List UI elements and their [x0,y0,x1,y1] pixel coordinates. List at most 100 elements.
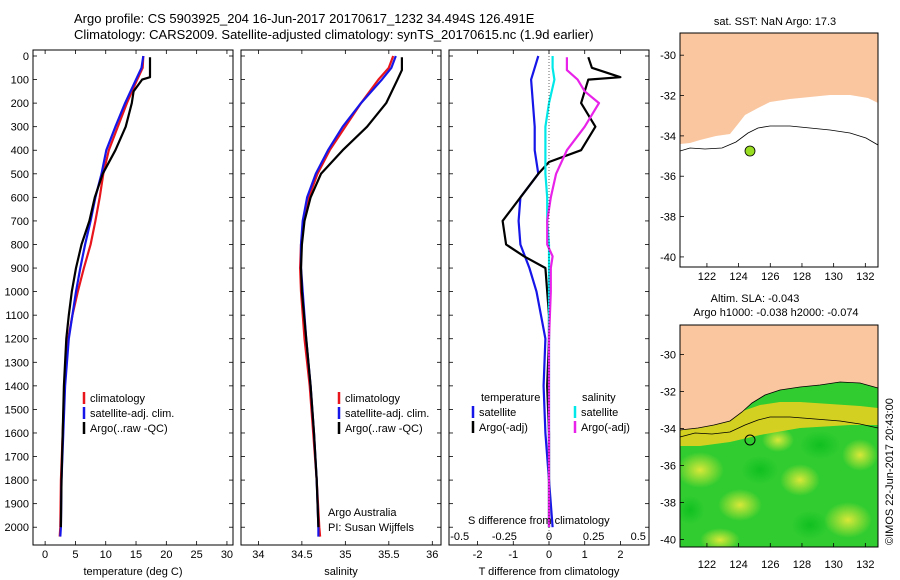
temperature-legend: climatology satellite-adj. clim. Argo(..… [82,392,174,435]
map-lon-tick-label: 126 [761,271,779,283]
series-line-temperature-argo-adj- [501,56,622,528]
depth-axis: 0 100 200 300 400 500 600 700 800 900 1000 1100 1200… [5,51,649,534]
x-tick-label: -2 [473,549,483,561]
x-axis-label: salinity [324,566,358,578]
x-tick-label: 30 [221,549,233,561]
x-tick-label: 34.5 [291,549,312,561]
x-tick-label: 0 [546,549,552,561]
map-lat-tick-label: -40 [660,252,676,264]
legend-label-sal-satellite: satellite [581,407,618,419]
sla-map-title-1: Altim. SLA: -0.043 [711,293,800,305]
depth-tick-label: 500 [11,169,29,181]
top-x-tick-label: 0.5 [631,531,646,543]
map-lat-tick-label: -36 [660,171,676,183]
map-lat-tick-label: -34 [660,131,676,143]
salinity-curves [299,55,403,537]
header-line-2: Climatology: CARS2009. Satellite-adjuste… [74,27,594,42]
x-tick-label: 15 [130,549,142,561]
depth-tick-label: 200 [11,98,29,110]
map-lon-tick-label: 122 [698,559,716,571]
depth-tick-label: 1700 [5,452,29,464]
map-lat-tick-label: -30 [660,50,676,62]
depth-tick-label: 700 [11,216,29,228]
map-lon-tick-label: 128 [793,271,811,283]
sst-map-land [680,33,878,144]
map-lat-tick-label: -32 [660,387,676,399]
depth-tick-label: 600 [11,192,29,204]
salinity-legend: climatology satellite-adj. clim. Argo(..… [328,392,429,534]
note-argo-australia: Argo Australia [328,507,397,519]
sla-map-land [680,325,878,430]
difference-legend: temperature salinity satellite Argo(-adj… [468,392,630,527]
map-lon-tick-label: 124 [729,271,747,283]
map-axes: 122 124 126 128 130 132 -30 -32 -34 -36 -38 -40 122 1… [660,50,874,571]
depth-tick-label: 0 [23,51,29,63]
depth-tick-label: 800 [11,239,29,251]
depth-tick-label: 1600 [5,428,29,440]
temperature-curves [58,55,152,537]
depth-tick-label: 900 [11,263,29,275]
depth-tick-label: 1800 [5,475,29,487]
map-lon-tick-label: 126 [761,559,779,571]
x-tick-label: 36 [426,549,438,561]
map-lon-tick-label: 132 [856,271,874,283]
note-pi-name: PI: Susan Wijffels [328,522,414,534]
legend-label-argo: Argo(..raw -QC) [345,423,423,435]
legend-label-satellite: satellite-adj. clim. [345,408,429,420]
sla-map-coastline [679,381,879,431]
map-lat-tick-label: -30 [660,350,676,362]
x-tick-label: 10 [100,549,112,561]
depth-tick-label: 400 [11,145,29,157]
x-tick-label: 1 [582,549,588,561]
depth-tick-label: 1900 [5,499,29,511]
top-x-tick-label: -0.5 [450,531,469,543]
sla-map [679,324,879,548]
sst-map [679,32,879,268]
depth-tick-label: 1300 [5,357,29,369]
imos-timestamp: ©IMOS 22-Jun-2017 20:43:00 [884,398,896,545]
depth-tick-label: 1400 [5,381,29,393]
legend-label-satellite: satellite-adj. clim. [90,408,174,420]
depth-tick-label: 2000 [5,522,29,534]
depth-tick-label: 1500 [5,404,29,416]
map-lon-tick-label: 130 [824,559,842,571]
x-tick-label: 34 [252,549,264,561]
x-tick-label: 5 [72,549,78,561]
map-lon-tick-label: 132 [856,559,874,571]
map-lon-tick-label: 128 [793,559,811,571]
map-lat-tick-label: -38 [660,212,676,224]
map-lat-tick-label: -38 [660,498,676,510]
map-lon-tick-label: 130 [824,271,842,283]
series-line-temperature-satellite [517,55,554,528]
x-tick-label: -1 [508,549,518,561]
x-axis-label: temperature (deg C) [83,566,182,578]
x-tick-label: 25 [191,549,203,561]
sla-map-title-2: Argo h1000: -0.038 h2000: -0.074 [693,307,858,319]
difference-curves [501,55,622,528]
legend-label-temp-satellite: satellite [479,407,516,419]
series-line-argo-raw-qc- [59,57,152,528]
sla-map-frame [679,324,879,548]
temperature-panel-frame [32,49,234,546]
x-tick-label: 20 [160,549,172,561]
legend-label-sal-argo: Argo(-adj) [581,422,630,434]
legend-label-temp-argo: Argo(-adj) [479,422,528,434]
depth-tick-label: 100 [11,75,29,87]
series-line-argo-raw-qc- [299,57,403,528]
sst-map-isobath [680,125,878,152]
depth-tick-label: 1100 [5,310,29,322]
salinity-panel-frame [240,49,442,546]
argo-float-marker [744,434,756,446]
depth-tick-label: 1200 [5,334,29,346]
depth-tick-label: 1000 [5,287,29,299]
depth-tick-label: 300 [11,122,29,134]
map-lat-tick-label: -32 [660,91,676,103]
map-lat-tick-label: -40 [660,535,676,547]
top-x-tick-label: 0.25 [583,531,604,543]
top-x-axis-label: S difference from climatology [468,515,610,527]
x-tick-label: 35 [339,549,351,561]
legend-title-salinity: salinity [582,392,616,404]
sla-map-isobath [679,416,879,438]
map-lat-tick-label: -36 [660,461,676,473]
sst-map-title: sat. SST: NaN Argo: 17.3 [714,16,836,28]
